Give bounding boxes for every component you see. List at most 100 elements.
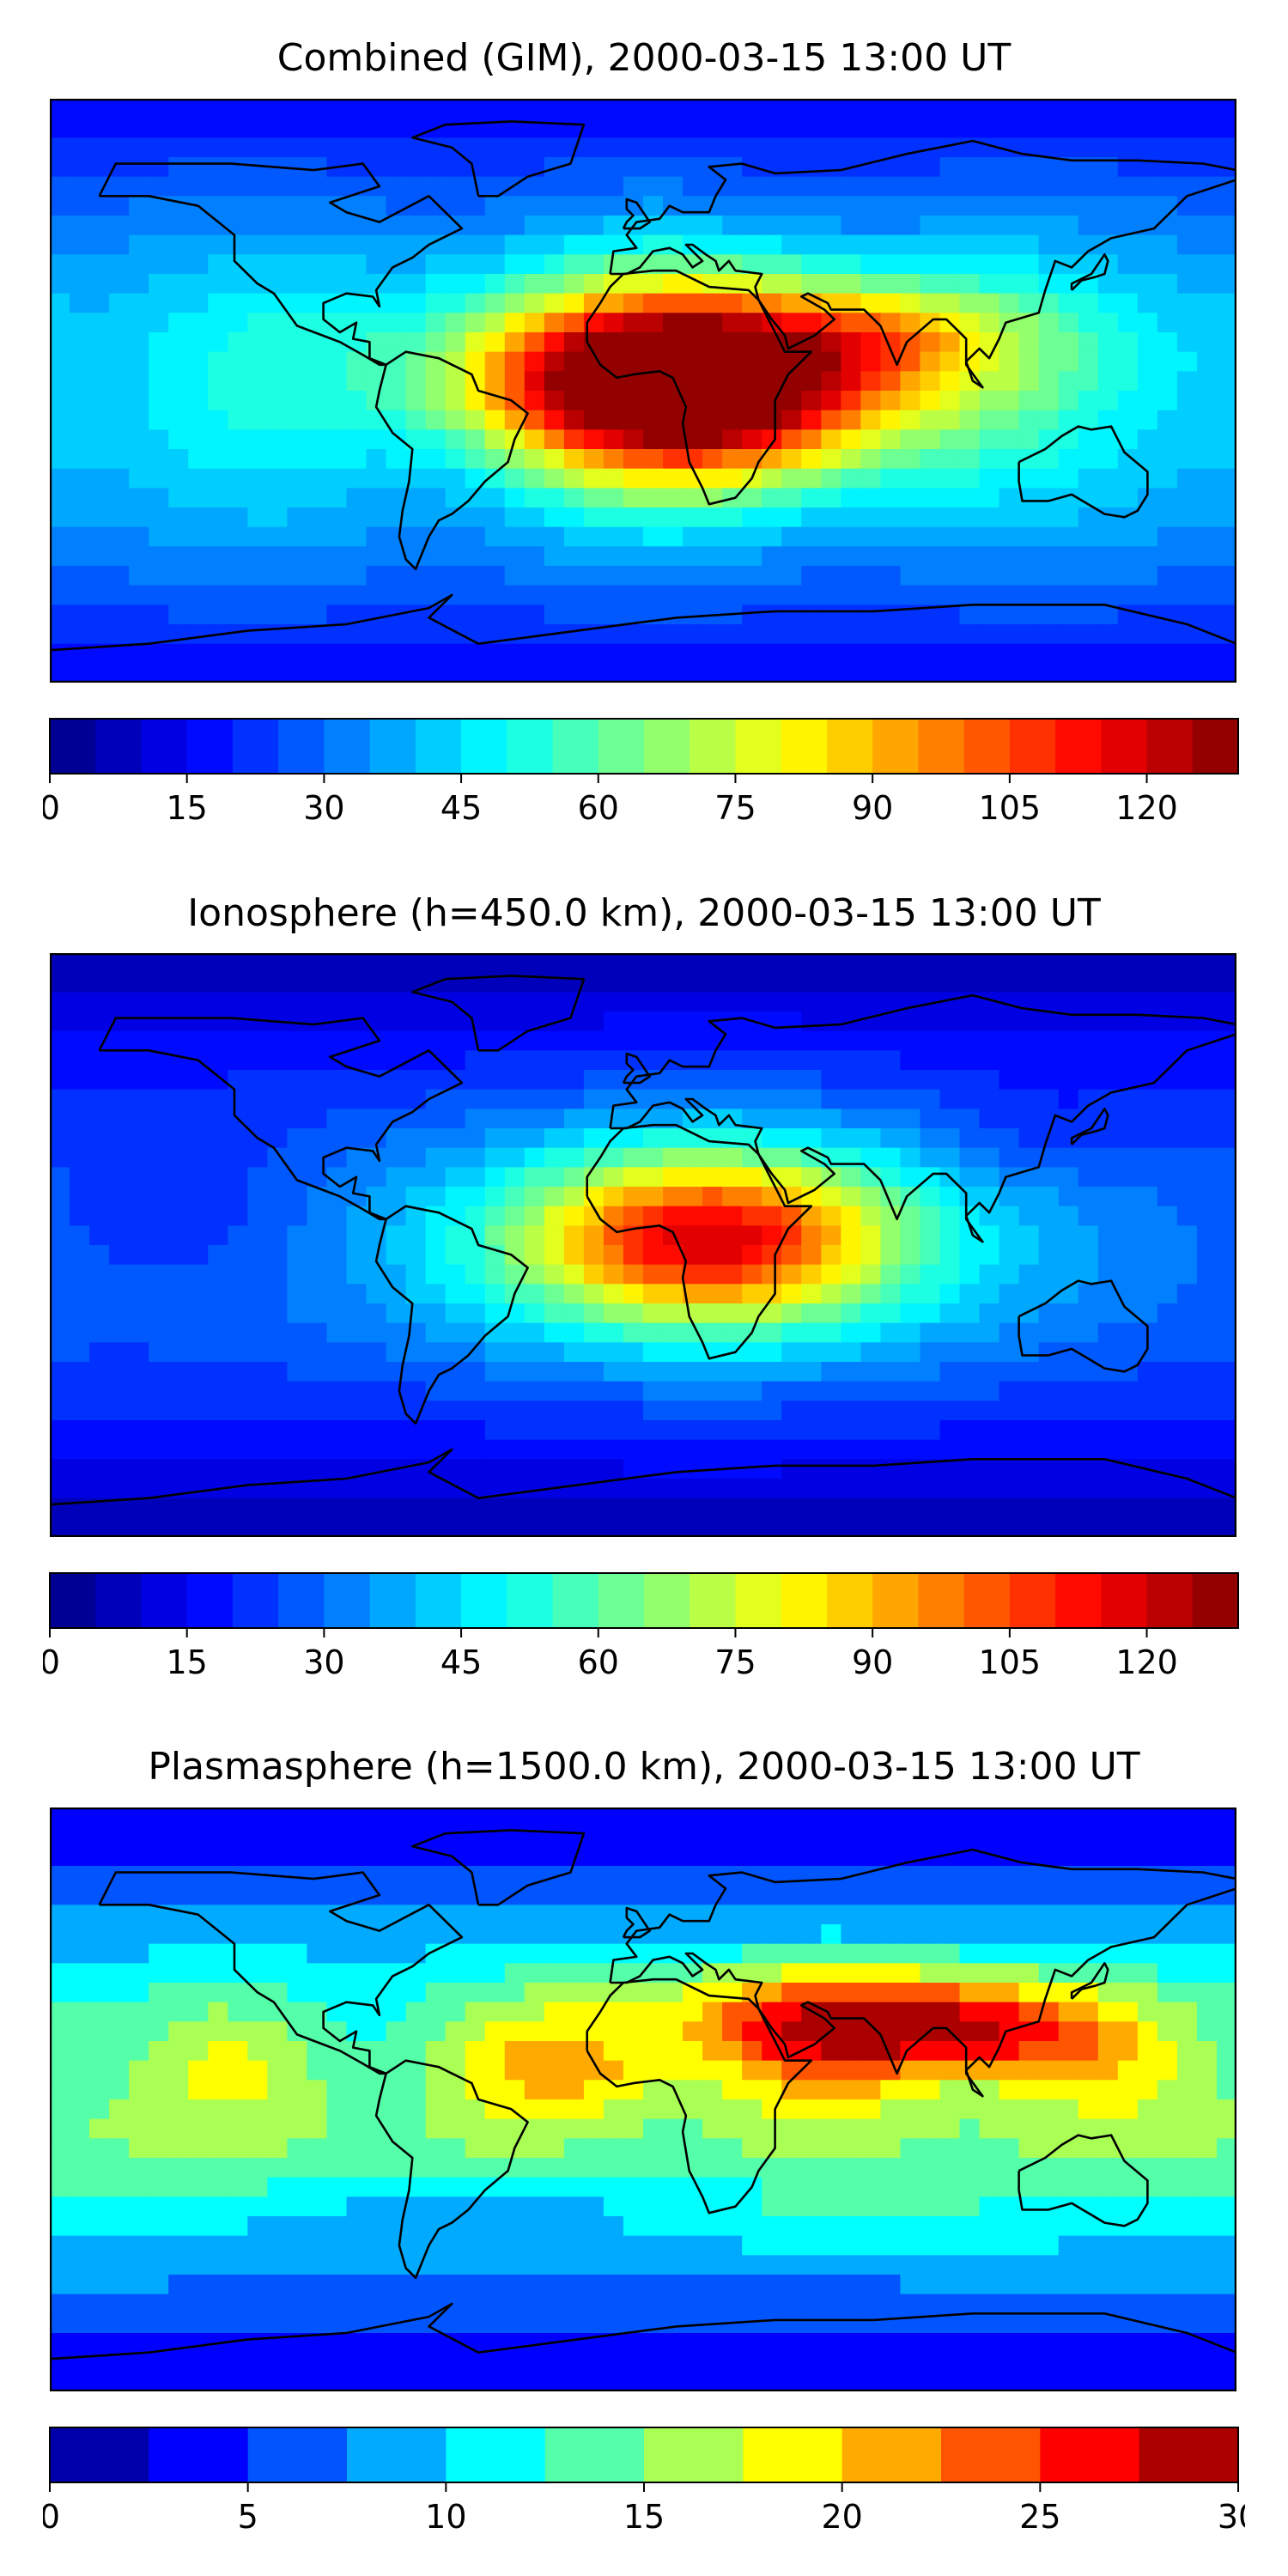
- colorbar-band: [446, 2427, 546, 2483]
- colorbar-band: [918, 718, 965, 775]
- colorbar-band: [1192, 718, 1239, 775]
- colorbar-band: [552, 1572, 599, 1629]
- coastline: [98, 1017, 464, 1221]
- colorbar-tick-label: 60: [578, 1643, 619, 1681]
- coastline: [586, 1123, 813, 1360]
- coastlines: [50, 1829, 1236, 2360]
- colorbar-band: [1146, 1572, 1194, 1629]
- colorbar-tick-label: 105: [979, 789, 1042, 827]
- colorbar-band: [963, 718, 1011, 775]
- colorbar-band: [735, 718, 782, 775]
- coastline: [411, 120, 586, 197]
- coastline: [622, 1052, 651, 1084]
- coastlines: [50, 975, 1236, 1506]
- colorbar-band: [1101, 1572, 1148, 1629]
- map-title: Plasmasphere (h=1500.0 km), 2000-03-15 1…: [148, 1745, 1140, 1789]
- colorbar-band: [552, 718, 599, 775]
- colorbar-band: [1040, 2427, 1140, 2483]
- coastline: [98, 162, 464, 367]
- tec-field: [50, 1807, 1236, 2391]
- colorbar-band: [598, 718, 645, 775]
- colorbar-band: [743, 2427, 843, 2483]
- colorbar-combined: 0 15 30 45 60 75 90 105 120: [43, 718, 1239, 827]
- colorbar-band: [1101, 718, 1148, 775]
- coastline: [1018, 2134, 1149, 2227]
- colorbar-band: [598, 1572, 645, 1629]
- coastline: [374, 350, 529, 571]
- colorbar-band: [826, 1572, 873, 1629]
- coastline: [622, 197, 651, 230]
- colorbar-band: [415, 1572, 462, 1629]
- colorbar-band: [1192, 1572, 1239, 1629]
- coastline: [586, 1978, 813, 2215]
- colorbar-band: [1009, 1572, 1056, 1629]
- colorbar-tick-label: 0: [43, 789, 60, 827]
- colorbar-tick-label: 75: [714, 1643, 756, 1681]
- colorbar-band: [1055, 1572, 1102, 1629]
- colorbar-tick-label: 30: [303, 789, 344, 827]
- colorbar-bands: [50, 1572, 1239, 1629]
- coastline: [609, 139, 1236, 389]
- colorbar-band: [918, 1572, 965, 1629]
- colorbar-tick-label: 30: [303, 1643, 344, 1681]
- colorbar-band: [841, 2427, 942, 2483]
- coastline: [50, 2302, 1236, 2360]
- colorbar-band: [507, 718, 554, 775]
- colorbar-band: [1146, 718, 1194, 775]
- colorbar-band: [690, 1572, 736, 1629]
- colorbar-tick-label: 15: [167, 789, 208, 827]
- map-frame: [50, 1807, 1236, 2391]
- coastline: [411, 975, 586, 1052]
- colorbar-band: [461, 718, 507, 775]
- colorbar-tick-label: 60: [578, 789, 619, 827]
- map-frame: [50, 953, 1236, 1537]
- coastline: [586, 269, 813, 506]
- colorbar-tick-label: 10: [425, 2498, 466, 2536]
- colorbar-ionosphere: 0 15 30 45 60 75 90 105 120: [43, 1572, 1239, 1681]
- colorbar-tick-label: 30: [1218, 2498, 1245, 2536]
- colorbar-band: [644, 2427, 744, 2483]
- colorbar-tick-label: 90: [852, 1643, 893, 1681]
- colorbar-tick-label: 15: [623, 2498, 665, 2536]
- panel-ionosphere: Ionosphere (h=450.0 km), 2000-03-15 13:0…: [43, 891, 1239, 1681]
- colorbar-band: [872, 1572, 919, 1629]
- coastline: [1018, 1279, 1149, 1373]
- colorbar-band: [50, 1572, 96, 1629]
- coastline: [1018, 425, 1149, 519]
- colorbar-band: [1009, 718, 1056, 775]
- colorbar-tick-label: 75: [714, 789, 756, 827]
- coastline: [609, 1848, 1236, 2098]
- colorbar-tick-label: 0: [43, 1643, 60, 1681]
- colorbar-band: [324, 1572, 371, 1629]
- colorbar-tick-label: 45: [440, 1643, 482, 1681]
- coastline: [1070, 253, 1109, 291]
- colorbar-band: [1139, 2427, 1239, 2483]
- panel-combined: Combined (GIM), 2000-03-15 13:00 UT 0 15 3…: [0, 0, 1288, 859]
- colorbar-band: [232, 1572, 279, 1629]
- colorbar-band: [644, 718, 690, 775]
- colorbar-band: [781, 1572, 828, 1629]
- coastline: [622, 1906, 651, 1939]
- colorbar-band: [644, 1572, 690, 1629]
- coastline: [609, 993, 1236, 1243]
- tec-map-combined: [50, 99, 1236, 683]
- tec-map-plasmasphere: [50, 1807, 1236, 2391]
- colorbar-band: [324, 718, 371, 775]
- colorbar-band: [963, 1572, 1011, 1629]
- colorbar-band: [781, 718, 828, 775]
- colorbar-band: [141, 1572, 188, 1629]
- map-title: Ionosphere (h=450.0 km), 2000-03-15 13:0…: [187, 891, 1101, 935]
- colorbar-tick-label: 20: [821, 2498, 862, 2536]
- colorbar-band: [186, 1572, 234, 1629]
- colorbar-band: [872, 718, 919, 775]
- colorbar-plasmasphere: 0 5 10 15 20 25 30: [43, 2427, 1245, 2536]
- colorbar-band: [50, 718, 96, 775]
- colorbar-band: [369, 718, 416, 775]
- colorbar-band: [149, 2427, 249, 2483]
- colorbar-frame: [49, 2427, 1239, 2483]
- colorbar-frame: [49, 1572, 1239, 1629]
- coastline: [50, 593, 1236, 652]
- coastline: [374, 2059, 529, 2280]
- colorbar-band: [50, 2427, 149, 2483]
